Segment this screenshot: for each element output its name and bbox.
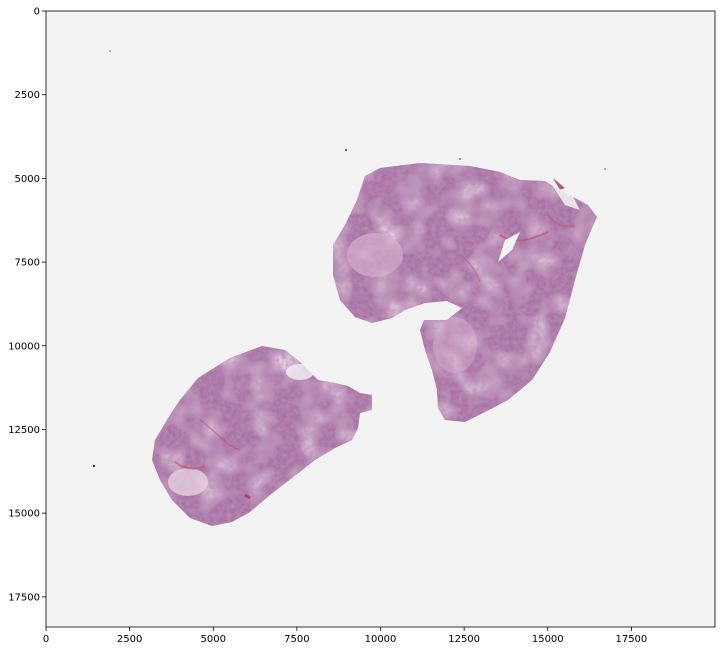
x-tick-label: 5000 — [201, 634, 226, 645]
x-tick-label: 17500 — [615, 634, 647, 645]
x-tick-label: 15000 — [532, 634, 564, 645]
x-tick-label: 7500 — [284, 634, 309, 645]
tissue-fragment-upper-right — [333, 163, 597, 422]
x-tick-label: 10000 — [365, 634, 397, 645]
y-tick-label: 12500 — [8, 425, 40, 436]
y-tick-label: 15000 — [8, 509, 40, 520]
slide-debris — [92, 50, 606, 468]
tissue-fragment-lower-left — [152, 346, 372, 526]
y-tick-label: 2500 — [15, 90, 40, 101]
y-tick-label: 17500 — [8, 592, 40, 603]
y-tick-label: 7500 — [15, 258, 40, 269]
y-tick-label: 5000 — [15, 174, 40, 185]
y-axis: 0 2500 5000 7500 10000 12500 15000 17500 — [8, 7, 46, 603]
x-axis: 0 2500 5000 7500 10000 12500 15000 17500 — [43, 627, 647, 645]
y-tick-label: 0 — [34, 7, 40, 18]
x-tick-label: 12500 — [448, 634, 480, 645]
x-tick-label: 2500 — [117, 634, 142, 645]
x-tick-label: 0 — [43, 634, 49, 645]
y-tick-label: 10000 — [8, 341, 40, 352]
